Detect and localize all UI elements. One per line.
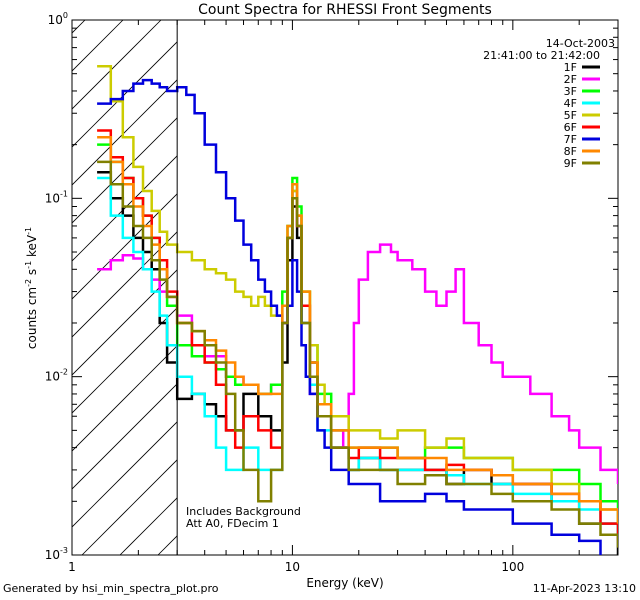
generated-by-label: Generated by hsi_min_spectra_plot.pro xyxy=(3,582,219,595)
y-label-exp1: -2 xyxy=(24,279,33,287)
legend-label-9F: 9F xyxy=(564,157,577,170)
y-tick-label: 10-3 xyxy=(45,546,68,562)
legend-label-3F: 3F xyxy=(564,85,577,98)
series-line-9F xyxy=(97,160,618,548)
x-tick-label: 1 xyxy=(68,560,76,574)
legend-label-6F: 6F xyxy=(564,121,577,134)
series-line-4F xyxy=(97,176,618,541)
hatch-line xyxy=(72,307,178,414)
legend-label-7F: 7F xyxy=(564,133,577,146)
legend-label-4F: 4F xyxy=(564,97,577,110)
annotation-background: Includes Background xyxy=(186,505,301,518)
y-label-main: counts cm xyxy=(25,287,39,349)
annotation-attenuator: Att A0, FDecim 1 xyxy=(186,517,279,530)
hatch-line xyxy=(72,383,178,490)
legend-label-8F: 8F xyxy=(564,145,577,158)
hatch-line xyxy=(72,79,178,186)
y-axis-label: counts cm-2 s-1 keV-1 xyxy=(24,227,39,349)
legend-label-1F: 1F xyxy=(564,61,577,74)
hatch-line xyxy=(72,193,178,300)
x-tick-label: 100 xyxy=(501,560,524,574)
y-tick-label: 10-2 xyxy=(45,368,68,384)
y-label-end: keV xyxy=(25,234,39,261)
series-line-1F xyxy=(97,171,618,555)
plot-frame xyxy=(71,19,619,556)
time-range-label: 21:41:00 to 21:42:00 xyxy=(483,49,600,62)
y-label-exp3: -1 xyxy=(24,227,33,235)
hatch-line xyxy=(119,497,178,555)
hatch-line xyxy=(72,20,124,72)
timestamp-label: 11-Apr-2023 13:10 xyxy=(532,582,636,595)
y-label-exp2: -1 xyxy=(24,261,33,269)
series-line-2F xyxy=(97,189,618,484)
hatch-line xyxy=(72,269,178,376)
legend-label-5F: 5F xyxy=(564,109,577,122)
legend-label-2F: 2F xyxy=(564,73,577,86)
axis-ticks: 1 10 100 100 10-1 10-2 10-3 xyxy=(45,11,619,574)
y-tick-label: 10-1 xyxy=(45,189,68,205)
hatch-line xyxy=(72,231,178,338)
hatch-line xyxy=(72,41,178,148)
chart-title: Count Spectra for RHESSI Front Segments xyxy=(198,2,492,18)
x-axis-label: Energy (keV) xyxy=(306,576,383,590)
y-label-mid: s xyxy=(25,269,39,279)
series-line-7F xyxy=(97,78,602,555)
hatch-line xyxy=(72,117,178,224)
series-line-6F xyxy=(97,129,618,541)
x-tick-label: 10 xyxy=(285,560,300,574)
hatch-line xyxy=(72,421,178,528)
hatch-line xyxy=(81,459,178,555)
hatched-region xyxy=(72,20,178,555)
y-tick-label: 100 xyxy=(48,11,68,27)
series-layer xyxy=(97,65,618,555)
date-label: 14-Oct-2003 xyxy=(546,37,615,50)
